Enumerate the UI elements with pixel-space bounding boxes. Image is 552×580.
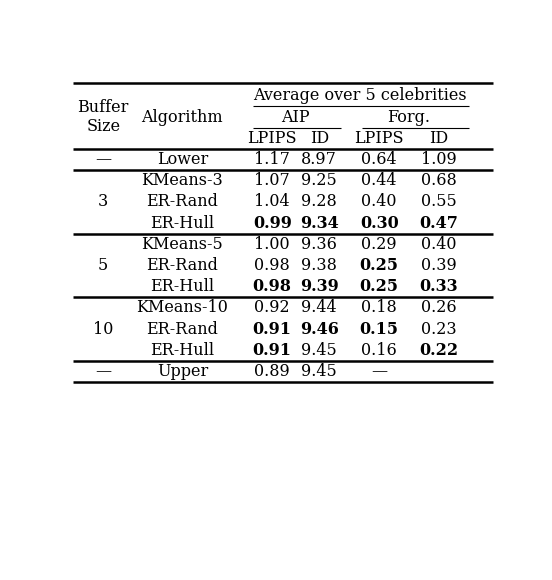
Text: 0.29: 0.29 (362, 236, 397, 253)
Text: ER-Hull: ER-Hull (150, 215, 214, 231)
Text: KMeans-3: KMeans-3 (141, 172, 223, 189)
Text: 9.38: 9.38 (301, 257, 337, 274)
Text: 0.25: 0.25 (360, 257, 399, 274)
Text: —: — (371, 363, 387, 380)
Text: ER-Rand: ER-Rand (146, 257, 218, 274)
Text: ID: ID (429, 130, 449, 147)
Text: 0.39: 0.39 (421, 257, 457, 274)
Text: Buffer
Size: Buffer Size (77, 99, 129, 135)
Text: ER-Rand: ER-Rand (146, 321, 218, 338)
Text: Upper: Upper (157, 363, 208, 380)
Text: —: — (95, 363, 112, 380)
Text: Lower: Lower (157, 151, 208, 168)
Text: 1.09: 1.09 (421, 151, 457, 168)
Text: 0.26: 0.26 (421, 299, 457, 317)
Text: 0.47: 0.47 (420, 215, 459, 231)
Text: 9.28: 9.28 (301, 193, 337, 211)
Text: 9.34: 9.34 (300, 215, 338, 231)
Text: KMeans-5: KMeans-5 (141, 236, 223, 253)
Text: 0.92: 0.92 (254, 299, 290, 317)
Text: 10: 10 (93, 321, 113, 338)
Text: 8.97: 8.97 (301, 151, 337, 168)
Text: 9.45: 9.45 (301, 342, 337, 359)
Text: 0.91: 0.91 (253, 321, 291, 338)
Text: 9.25: 9.25 (301, 172, 337, 189)
Text: ER-Hull: ER-Hull (150, 342, 214, 359)
Text: AIP: AIP (282, 108, 310, 125)
Text: 0.68: 0.68 (421, 172, 457, 189)
Text: 9.36: 9.36 (301, 236, 337, 253)
Text: Algorithm: Algorithm (141, 108, 223, 125)
Text: 0.18: 0.18 (361, 299, 397, 317)
Text: 0.30: 0.30 (360, 215, 399, 231)
Text: 0.16: 0.16 (361, 342, 397, 359)
Text: 0.98: 0.98 (253, 278, 291, 295)
Text: 0.25: 0.25 (360, 278, 399, 295)
Text: 0.40: 0.40 (421, 236, 457, 253)
Text: 0.23: 0.23 (421, 321, 457, 338)
Text: 5: 5 (98, 257, 108, 274)
Text: 0.33: 0.33 (420, 278, 458, 295)
Text: 1.17: 1.17 (254, 151, 290, 168)
Text: 9.39: 9.39 (300, 278, 338, 295)
Text: 3: 3 (98, 193, 108, 211)
Text: Forg.: Forg. (388, 108, 431, 125)
Text: KMeans-10: KMeans-10 (136, 299, 229, 317)
Text: ER-Rand: ER-Rand (146, 193, 218, 211)
Text: 0.44: 0.44 (362, 172, 397, 189)
Text: ID: ID (310, 130, 329, 147)
Text: LPIPS: LPIPS (354, 130, 404, 147)
Text: 0.64: 0.64 (362, 151, 397, 168)
Text: 0.15: 0.15 (360, 321, 399, 338)
Text: 0.89: 0.89 (254, 363, 290, 380)
Text: 9.45: 9.45 (301, 363, 337, 380)
Text: 0.98: 0.98 (254, 257, 290, 274)
Text: 0.91: 0.91 (253, 342, 291, 359)
Text: 9.44: 9.44 (301, 299, 337, 317)
Text: 1.04: 1.04 (254, 193, 290, 211)
Text: 1.00: 1.00 (254, 236, 290, 253)
Text: 0.40: 0.40 (362, 193, 397, 211)
Text: 0.99: 0.99 (253, 215, 291, 231)
Text: —: — (95, 151, 112, 168)
Text: 9.46: 9.46 (300, 321, 339, 338)
Text: 0.55: 0.55 (421, 193, 457, 211)
Text: Average over 5 celebrities: Average over 5 celebrities (253, 88, 467, 104)
Text: ER-Hull: ER-Hull (150, 278, 214, 295)
Text: 0.22: 0.22 (420, 342, 459, 359)
Text: LPIPS: LPIPS (247, 130, 297, 147)
Text: 1.07: 1.07 (254, 172, 290, 189)
